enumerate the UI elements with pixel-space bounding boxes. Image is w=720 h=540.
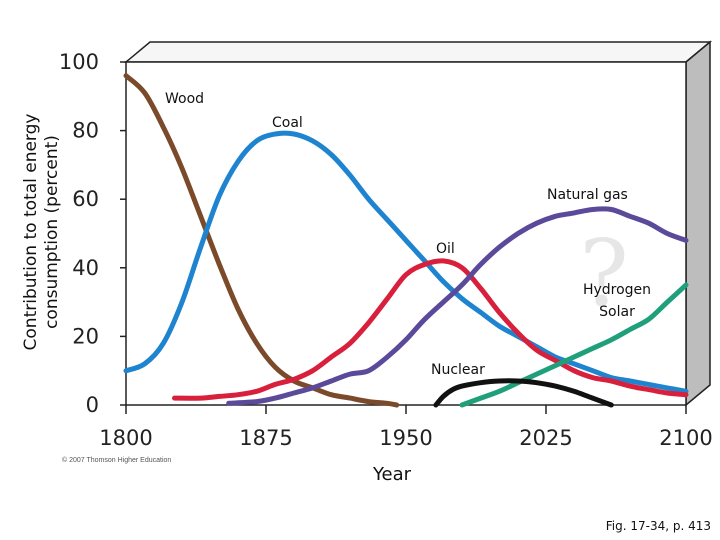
- x-tick-label: 1875: [239, 426, 292, 450]
- copyright-notice: © 2007 Thomson Higher Education: [62, 456, 171, 464]
- x-tick-label: 1800: [99, 426, 152, 450]
- figure-caption: Fig. 17-34, p. 413: [606, 519, 711, 533]
- box-side-face: [685, 40, 711, 407]
- label-oil: Oil: [436, 241, 455, 257]
- label-natural-gas: Natural gas: [547, 187, 628, 203]
- label-hydrogen: Hydrogen: [583, 282, 651, 298]
- y-axis-title-line-2: consumption (percent): [42, 135, 62, 329]
- x-tick-label: 2100: [659, 426, 712, 450]
- series-line-natural-gas: [226, 206, 689, 406]
- label-solar: Solar: [599, 304, 635, 320]
- series-line-coal: [123, 130, 689, 394]
- x-tick-label: 1950: [379, 426, 432, 450]
- y-tick-label: 40: [72, 256, 99, 280]
- series-line-nuclear: [433, 378, 614, 408]
- series-line-hydrogen-solar: [459, 282, 689, 408]
- label-wood: Wood: [165, 91, 204, 107]
- label-coal: Coal: [272, 115, 303, 131]
- x-axis: 1800 1875 1950 2025 2100: [99, 405, 713, 450]
- question-mark: ?: [579, 220, 628, 327]
- series-line-oil: [172, 258, 689, 401]
- y-tick-label: 60: [72, 187, 99, 211]
- box-top-face: [123, 41, 713, 63]
- series-group: [123, 73, 689, 408]
- series-line-wood: [123, 73, 400, 408]
- y-tick-label: 80: [72, 119, 99, 143]
- x-tick-label: 2025: [519, 426, 572, 450]
- y-axis: 0 20 40 60 80 100: [59, 50, 126, 417]
- y-tick-label: 0: [86, 393, 99, 417]
- y-tick-label: 20: [72, 324, 99, 348]
- x-axis-title: Year: [372, 464, 412, 485]
- label-nuclear: Nuclear: [431, 362, 485, 378]
- y-axis-title-line-1: Contribution to total energy: [21, 114, 41, 351]
- y-tick-label: 100: [59, 50, 99, 74]
